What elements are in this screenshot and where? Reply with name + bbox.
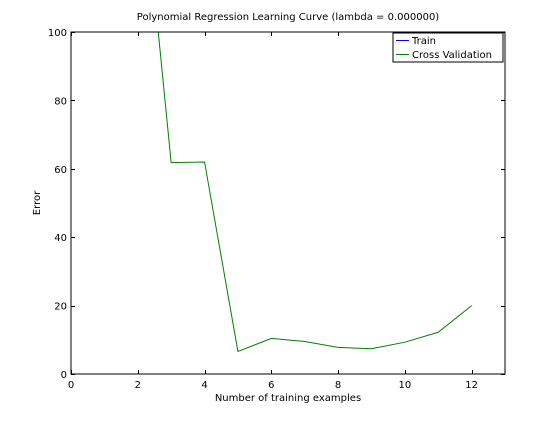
x-tick-label: 6 <box>268 380 274 391</box>
x-axis-label: Number of training examples <box>215 393 361 404</box>
legend: Train Cross Validation <box>392 32 504 63</box>
y-tick-label: 60 <box>54 165 67 176</box>
y-axis-label: Error <box>32 190 43 215</box>
x-tick-label: 12 <box>465 380 478 391</box>
y-tick-label: 80 <box>54 96 67 107</box>
tick-layer: 0 2 4 6 8 10 12 0 20 40 60 80 100 <box>48 28 505 391</box>
x-tick-label: 2 <box>135 380 141 391</box>
chart-title: Polynomial Regression Learning Curve (la… <box>137 12 440 23</box>
x-tick-label: 0 <box>68 380 74 391</box>
plot-frame <box>70 31 506 375</box>
y-tick-label: 100 <box>48 28 67 39</box>
y-tick-label: 0 <box>61 370 67 381</box>
y-tick-label: 40 <box>54 233 67 244</box>
series-layer <box>104 32 472 374</box>
x-tick-label: 4 <box>201 380 207 391</box>
y-tick-label: 20 <box>54 302 67 313</box>
legend-box <box>392 32 504 63</box>
x-tick-label: 8 <box>335 380 341 391</box>
x-tick-label: 10 <box>398 380 411 391</box>
series-line-cross-validation <box>157 32 472 353</box>
legend-train-label: Train <box>411 36 436 47</box>
legend-cross-validation-label: Cross Validation <box>412 50 492 61</box>
